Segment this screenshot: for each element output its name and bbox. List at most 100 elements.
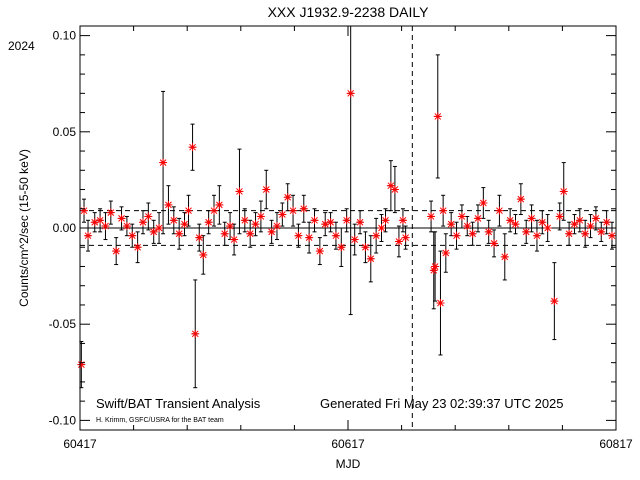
data-point [191, 329, 200, 338]
data-point [342, 216, 351, 225]
data-point [164, 200, 173, 209]
data-point [356, 218, 365, 227]
data-point [80, 206, 89, 215]
data-point [550, 297, 559, 306]
data-point [457, 212, 466, 221]
data-point [101, 222, 110, 231]
x-tick-label: 60417 [63, 437, 97, 451]
error-bars [78, 26, 615, 389]
footer-right: Generated Fri May 23 02:39:37 UTC 2025 [320, 396, 564, 411]
data-point [427, 212, 436, 221]
data-point [401, 233, 410, 242]
chart-title: XXX J1932.9-2238 DAILY [268, 4, 430, 20]
data-point [122, 222, 131, 231]
data-point [256, 212, 265, 221]
data-point [479, 198, 488, 207]
data-point [169, 216, 178, 225]
y-tick-label: 0.05 [53, 125, 77, 139]
data-point [447, 220, 456, 229]
y-tick-label: -0.05 [49, 317, 77, 331]
y-axis-label: Counts/cm^2/sec (15-50 keV) [17, 149, 31, 307]
footer-credit: H. Krimm, GSFC/USRA for the BAT team [96, 417, 224, 424]
y-axis: -0.10 -0.05 0.00 0.05 0.10 [49, 29, 616, 427]
data-point [128, 231, 137, 240]
data-point [490, 239, 499, 248]
data-point [199, 250, 208, 259]
data-point [463, 222, 472, 231]
y-tick-label: 0.10 [53, 29, 77, 43]
data-point [484, 227, 493, 236]
data-point [149, 227, 158, 236]
data-point [377, 224, 386, 232]
data-point [155, 224, 164, 232]
data-point [495, 206, 504, 215]
data-point [581, 229, 590, 238]
data-point [555, 212, 564, 221]
data-point [96, 216, 105, 225]
data-point [433, 112, 442, 121]
data-point [230, 235, 239, 244]
data-point [468, 229, 477, 238]
data-point [299, 204, 308, 213]
data-point [246, 229, 255, 238]
data-point [133, 243, 142, 252]
data-point [272, 222, 281, 231]
data-point [195, 233, 204, 242]
data-point [210, 206, 218, 215]
data-point [570, 220, 579, 229]
data-point [366, 254, 375, 263]
data-point [112, 247, 121, 256]
data-point [184, 206, 193, 215]
error-bar [347, 26, 354, 316]
data-point [289, 206, 298, 215]
data-point [346, 89, 355, 98]
x-tick-label: 60617 [331, 437, 365, 451]
data-point [215, 200, 224, 209]
data-point [398, 216, 407, 225]
data-point [372, 231, 381, 240]
data-point [361, 243, 370, 252]
data-point [607, 231, 616, 240]
data-point [575, 216, 584, 225]
data-point [436, 299, 445, 308]
data-point [511, 220, 520, 229]
data-point [262, 185, 271, 194]
data-markers [77, 89, 616, 369]
data-point [117, 214, 126, 223]
data-point [522, 227, 531, 236]
data-point [527, 214, 536, 223]
data-point [439, 206, 448, 215]
data-point [500, 252, 509, 261]
data-point [532, 231, 541, 240]
y-tick-label: -0.10 [49, 413, 77, 427]
data-point [394, 237, 403, 246]
data-point [337, 243, 346, 252]
data-point [390, 185, 399, 194]
data-point [597, 227, 606, 236]
data-point [386, 181, 395, 190]
data-point [204, 218, 213, 227]
data-point [381, 216, 390, 225]
data-point [326, 218, 335, 227]
data-point [516, 195, 525, 204]
data-point [473, 214, 482, 223]
data-point [251, 220, 260, 229]
data-point [138, 218, 147, 227]
data-point [565, 229, 574, 238]
data-point [180, 220, 189, 229]
plot-area [77, 25, 617, 431]
data-point [84, 231, 93, 240]
data-point [283, 193, 292, 202]
data-point [559, 187, 568, 196]
x-axis: 60417 60617 60817 [63, 26, 633, 451]
data-point [226, 222, 235, 231]
data-point [602, 218, 611, 227]
data-point [235, 187, 244, 196]
data-point [452, 231, 461, 240]
data-point [538, 218, 547, 227]
data-point [429, 266, 438, 275]
data-point [506, 216, 515, 225]
data-point [331, 231, 340, 240]
data-point [240, 216, 249, 225]
